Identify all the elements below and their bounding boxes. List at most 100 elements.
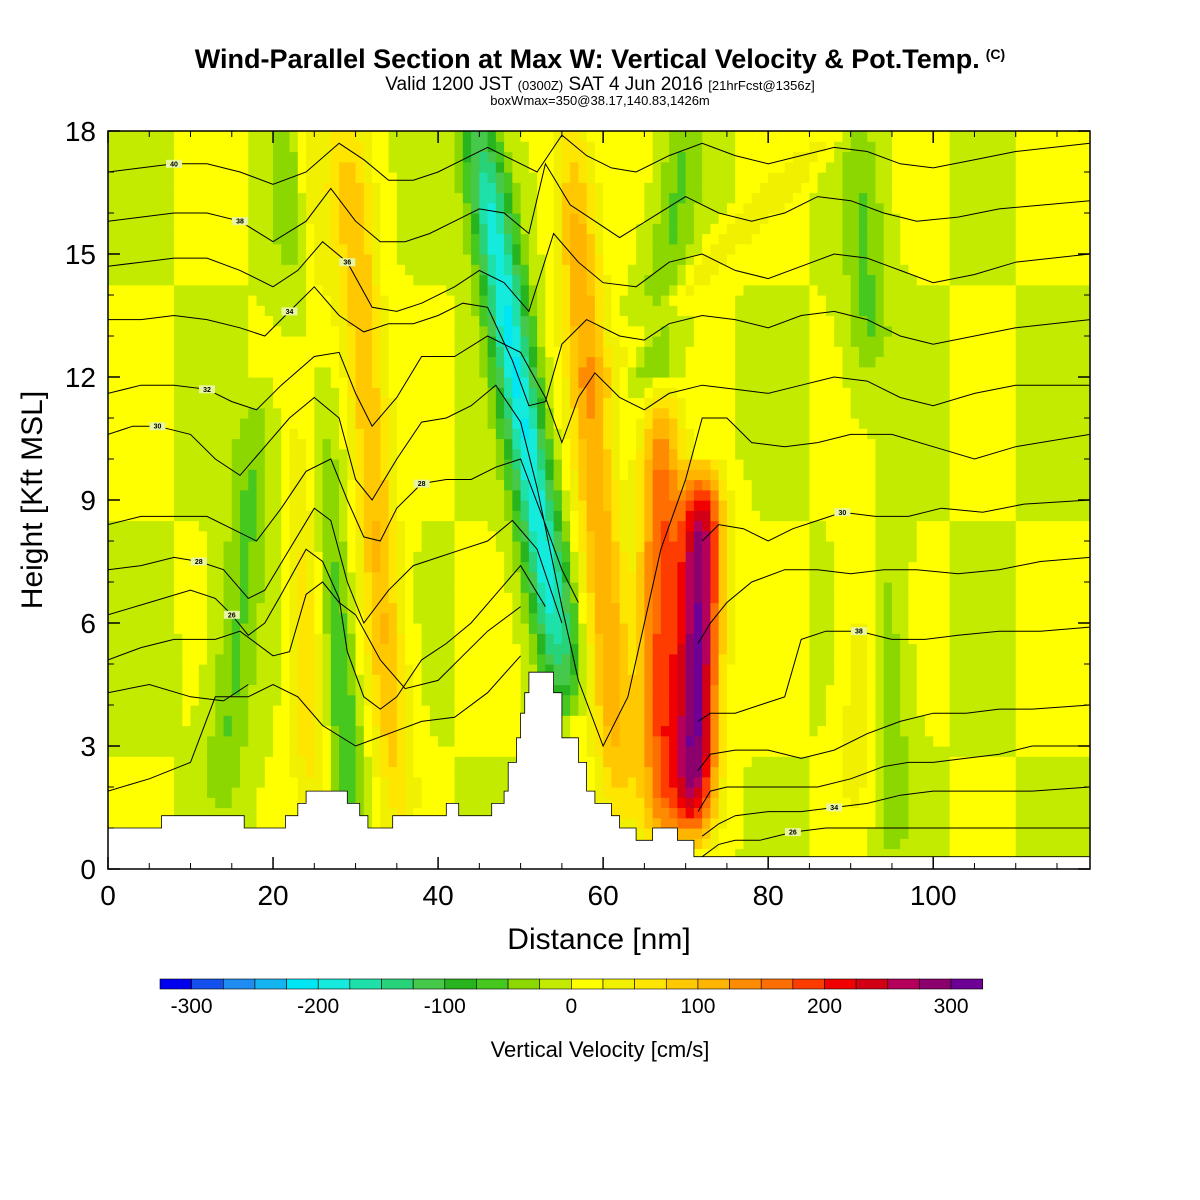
velocity-cell (330, 520, 340, 532)
velocity-cell (273, 633, 282, 645)
velocity-cell (900, 612, 910, 624)
velocity-cell (669, 459, 678, 470)
velocity-cell (363, 469, 373, 481)
velocity-cell (941, 459, 951, 470)
velocity-cell (297, 746, 307, 757)
velocity-cell (1048, 643, 1058, 655)
velocity-cell (421, 530, 431, 542)
velocity-cell (759, 479, 769, 491)
velocity-cell (792, 746, 802, 757)
velocity-cell (141, 469, 150, 481)
velocity-cell (776, 561, 786, 573)
velocity-field (108, 131, 1090, 869)
velocity-cell (627, 612, 637, 624)
velocity-cell (1056, 520, 1066, 532)
velocity-cell (966, 469, 976, 481)
velocity-cell (751, 735, 761, 747)
velocity-cell (990, 746, 1000, 757)
velocity-cell (330, 571, 340, 583)
velocity-cell (553, 623, 563, 634)
velocity-cell (916, 489, 926, 501)
velocity-cell (545, 520, 555, 532)
velocity-cell (1081, 551, 1090, 563)
velocity-cell (966, 715, 976, 727)
velocity-cell (603, 459, 612, 470)
velocity-cell (388, 787, 398, 798)
velocity-cell (1048, 653, 1058, 665)
velocity-cell (982, 684, 992, 696)
velocity-cell (1007, 623, 1017, 634)
velocity-cell (966, 705, 976, 716)
velocity-cell (297, 684, 307, 696)
velocity-cell (157, 694, 167, 706)
velocity-cell (941, 787, 951, 798)
velocity-cell (636, 643, 645, 655)
velocity-cell (1032, 735, 1042, 747)
velocity-cell (842, 623, 852, 634)
velocity-cell (999, 469, 1009, 481)
velocity-cell (1065, 787, 1075, 798)
velocity-cell (330, 500, 340, 511)
velocity-cell (339, 541, 348, 552)
velocity-cell (792, 756, 802, 768)
velocity-cell (240, 643, 249, 655)
velocity-cell (363, 612, 373, 624)
velocity-cell (751, 561, 761, 573)
velocity-cell (611, 469, 621, 481)
velocity-cell (553, 520, 563, 532)
velocity-cell (198, 571, 208, 583)
velocity-cell (281, 633, 291, 645)
velocity-cell (273, 448, 282, 460)
velocity-cell (801, 561, 811, 573)
velocity-cell (776, 848, 786, 860)
velocity-cell (883, 571, 893, 583)
velocity-cell (693, 489, 703, 501)
velocity-cell (198, 725, 208, 737)
velocity-cell (735, 551, 745, 563)
velocity-cell (256, 715, 266, 727)
velocity-cell (669, 500, 678, 511)
velocity-cell (677, 633, 687, 645)
velocity-cell (1048, 776, 1058, 788)
velocity-cell (149, 797, 159, 809)
velocity-cell (215, 643, 225, 655)
velocity-cell (941, 746, 951, 757)
velocity-cell (396, 756, 406, 768)
velocity-cell (966, 684, 976, 696)
velocity-cell (949, 725, 959, 737)
velocity-cell (842, 561, 852, 573)
velocity-cell (908, 530, 918, 542)
velocity-cell (850, 715, 860, 727)
velocity-cell (363, 746, 373, 757)
velocity-cell (636, 715, 645, 727)
velocity-cell (537, 438, 546, 450)
velocity-cell (776, 756, 786, 768)
velocity-cell (726, 838, 736, 850)
velocity-cell (685, 520, 695, 532)
velocity-cell (396, 448, 406, 460)
velocity-cell (735, 459, 745, 470)
velocity-cell (165, 530, 175, 542)
velocity-cell (240, 684, 249, 696)
velocity-cell (718, 787, 728, 798)
velocity-cell (891, 500, 901, 511)
velocity-cell (289, 694, 299, 706)
velocity-cell (636, 684, 645, 696)
velocity-cell (759, 776, 769, 788)
velocity-cell (842, 469, 852, 481)
velocity-cell (454, 582, 464, 593)
velocity-cell (1015, 715, 1025, 727)
velocity-cell (157, 530, 167, 542)
velocity-cell (141, 602, 150, 614)
velocity-cell (273, 510, 282, 522)
velocity-cell (850, 787, 860, 798)
velocity-cell (1023, 530, 1033, 542)
velocity-cell (438, 653, 447, 665)
velocity-cell (306, 623, 315, 634)
velocity-cell (487, 735, 497, 747)
velocity-cell (710, 510, 720, 522)
velocity-cell (289, 623, 299, 634)
velocity-cell (429, 756, 439, 768)
velocity-cell (603, 684, 612, 696)
velocity-cell (999, 705, 1009, 716)
